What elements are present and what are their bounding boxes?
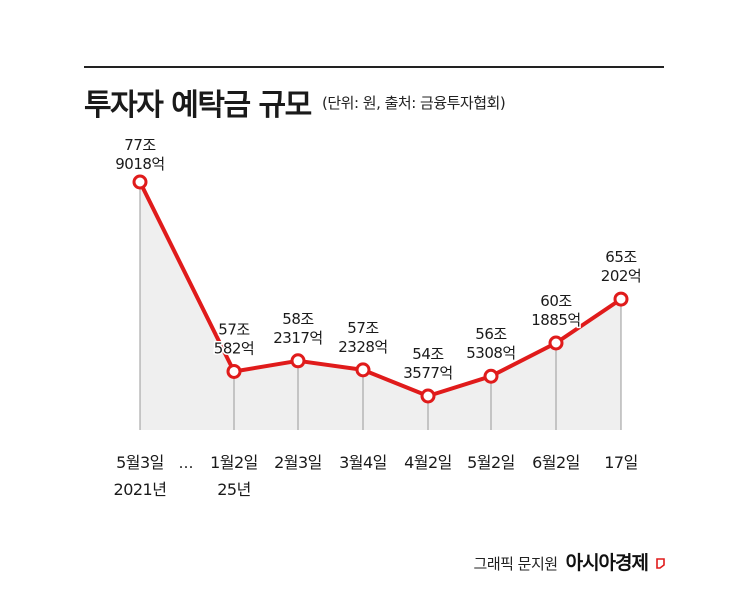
x-tick-label: 3월4일	[339, 453, 387, 472]
data-point	[548, 335, 564, 351]
data-label: 57조	[347, 319, 379, 337]
x-tick-label: 5월2일	[467, 453, 515, 472]
chart-subtitle: (단위: 원, 출처: 금융투자협회)	[322, 94, 506, 112]
data-label: 57조	[218, 320, 250, 338]
data-label: 3577억	[403, 364, 452, 382]
credit-author: 그래픽 문지원	[473, 555, 559, 573]
data-point	[355, 362, 371, 378]
axis-break-label: …	[179, 454, 194, 472]
data-label: 202억	[601, 267, 641, 285]
data-label: 5308억	[466, 344, 515, 362]
data-point	[132, 174, 148, 190]
brand-logo: 아시아경제	[565, 552, 649, 574]
data-label: 60조	[540, 292, 572, 310]
chart-title: 투자자 예탁금 규모	[84, 88, 312, 123]
x-tick-label: 2021년	[114, 480, 167, 499]
data-label: 2317억	[273, 329, 322, 347]
x-tick-label: 2월3일	[274, 453, 322, 472]
x-tick-label: 6월2일	[532, 453, 580, 472]
data-label: 54조	[412, 345, 444, 363]
data-point	[613, 291, 629, 307]
data-label: 58조	[282, 310, 314, 328]
data-label: 1885억	[531, 311, 580, 329]
data-point	[420, 388, 436, 404]
x-tick-label: 1월2일	[210, 453, 258, 472]
data-label: 77조	[124, 136, 156, 154]
data-label: 9018억	[115, 155, 164, 173]
data-label: 582억	[214, 339, 254, 357]
data-label: 2328억	[338, 338, 387, 356]
x-tick-label: 4월2일	[404, 453, 452, 472]
x-tick-label: 25년	[217, 480, 251, 499]
credit: 그래픽 문지원 아시아경제	[474, 548, 665, 575]
data-point	[290, 353, 306, 369]
data-point	[483, 368, 499, 384]
series-line	[138, 181, 623, 398]
data-label: 56조	[475, 325, 507, 343]
x-tick-label: 17일	[604, 453, 638, 472]
data-point	[226, 363, 242, 379]
x-tick-label: 5월3일	[116, 453, 164, 472]
data-label: 65조	[605, 248, 637, 266]
top-rule	[84, 66, 664, 68]
brand-mark-icon	[656, 558, 665, 569]
